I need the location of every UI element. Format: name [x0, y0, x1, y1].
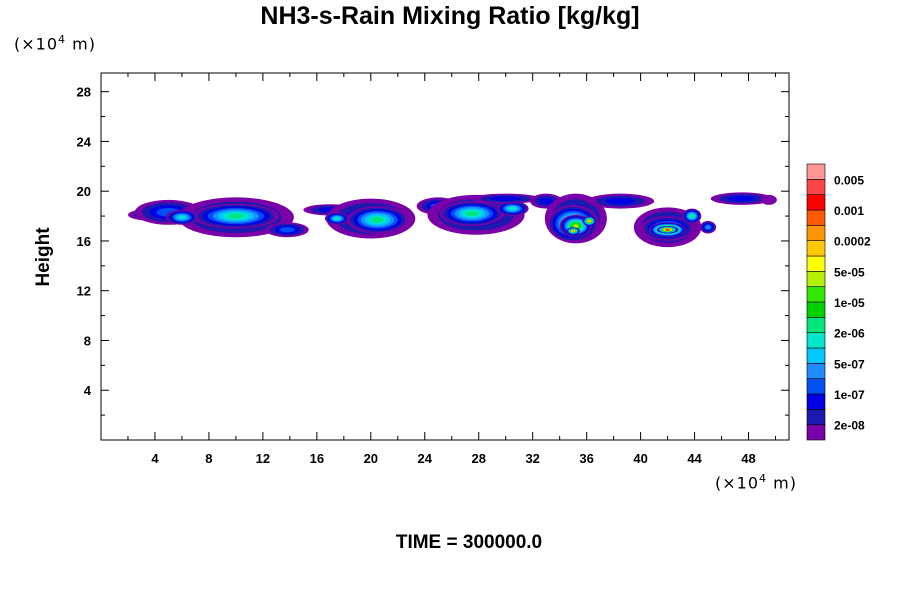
field-blob — [470, 193, 541, 204]
field-blob — [439, 201, 505, 227]
field-blob — [760, 194, 777, 205]
colorbar-swatch — [806, 378, 826, 395]
colorbar-swatch — [806, 393, 826, 410]
colorbar-swatch — [806, 332, 826, 349]
field-blob — [324, 212, 350, 225]
field-blob — [265, 222, 309, 238]
colorbar-swatch — [806, 301, 826, 318]
field-contour — [509, 207, 516, 211]
field-blob — [656, 226, 679, 234]
colorbar: 2e-08 1e-07 5e-07 2e-06 1e-05 5e-05 0.0002 0.00… — [806, 163, 871, 441]
x-tick-label: 36 — [579, 451, 593, 466]
colorbar-swatch — [806, 286, 826, 303]
y-tick-label: 28 — [77, 85, 91, 100]
colorbar-label: 5e-07 — [834, 357, 865, 371]
plot-frame — [100, 72, 790, 441]
colorbar-swatch — [806, 347, 826, 364]
y-axis-label: Height — [33, 227, 54, 287]
field-contour — [490, 196, 522, 201]
field-blob — [496, 201, 529, 217]
field-layer — [127, 192, 777, 248]
colorbar-swatch — [806, 363, 826, 379]
colorbar-label: 0.0002 — [834, 235, 871, 249]
x-tick-label: 16 — [310, 451, 324, 466]
field-contour — [605, 197, 636, 205]
colorbar-swatch — [806, 163, 826, 180]
colorbar-swatch — [806, 194, 826, 211]
colorbar-label: 0.001 — [834, 204, 864, 218]
x-tick-label: 4 — [151, 451, 159, 466]
colorbar-swatch — [806, 409, 826, 425]
x-tick-label: 32 — [525, 451, 539, 466]
field-blob — [582, 216, 597, 227]
colorbar-label: 2e-08 — [834, 419, 865, 433]
colorbar-label: 2e-06 — [834, 327, 865, 341]
field-contour — [538, 197, 554, 205]
field-blob — [710, 192, 773, 205]
x-tick-label: 28 — [471, 451, 485, 466]
field-blob — [682, 208, 702, 224]
x-tick-label: 24 — [418, 451, 433, 466]
x-tick-label: 40 — [633, 451, 647, 466]
field-contour — [465, 211, 479, 216]
field-blob — [586, 193, 655, 209]
colorbar-label: 1e-07 — [834, 388, 865, 402]
x-tick-label: 8 — [205, 451, 212, 466]
field-contour — [334, 217, 340, 220]
field-contour — [727, 195, 756, 202]
colorbar-label: 0.005 — [834, 173, 864, 187]
field-blob — [699, 221, 717, 234]
field-contour — [227, 213, 244, 219]
colorbar-swatch — [806, 271, 826, 287]
x-tick-label: 44 — [687, 451, 702, 466]
field-contour — [371, 217, 384, 223]
time-label: TIME = 300000.0 — [395, 532, 543, 553]
field-contour — [760, 194, 777, 205]
field-contour — [178, 215, 186, 219]
field-blob — [566, 227, 580, 235]
y-tick-label: 16 — [77, 234, 91, 249]
y-axis-unit: (×104 m) — [14, 33, 96, 54]
field-blob — [346, 206, 409, 234]
y-tick-label: 20 — [77, 184, 91, 199]
field-contour — [572, 229, 575, 232]
field-contour — [588, 220, 591, 223]
y-tick-label: 4 — [84, 383, 92, 398]
colorbar-label: 1e-05 — [834, 296, 865, 310]
x-tick-label: 12 — [256, 451, 270, 466]
colorbar-swatch — [806, 317, 826, 333]
colorbar-swatch — [806, 179, 826, 195]
x-tick-label: 48 — [741, 451, 755, 466]
field-blob — [192, 203, 280, 229]
y-tick-label: 8 — [84, 333, 91, 348]
colorbar-swatch — [806, 209, 826, 226]
chart-title: NH3-s-Rain Mixing Ratio [kg/kg] — [260, 2, 640, 30]
field-blob — [165, 209, 199, 225]
field-contour — [573, 224, 579, 228]
y-tick-label: 12 — [77, 284, 91, 299]
field-contour — [279, 227, 295, 233]
field-contour — [705, 225, 711, 230]
y-tick-label: 24 — [77, 134, 92, 149]
colorbar-swatch — [806, 225, 826, 241]
field-contour — [690, 214, 694, 218]
colorbar-swatch — [806, 240, 826, 257]
colorbar-label: 5e-05 — [834, 265, 865, 279]
x-axis-unit: (×104 m) — [715, 472, 797, 493]
colorbar-swatch — [806, 424, 826, 441]
field-contour — [666, 228, 669, 231]
colorbar-swatch — [806, 255, 826, 272]
x-tick-label: 20 — [364, 451, 378, 466]
